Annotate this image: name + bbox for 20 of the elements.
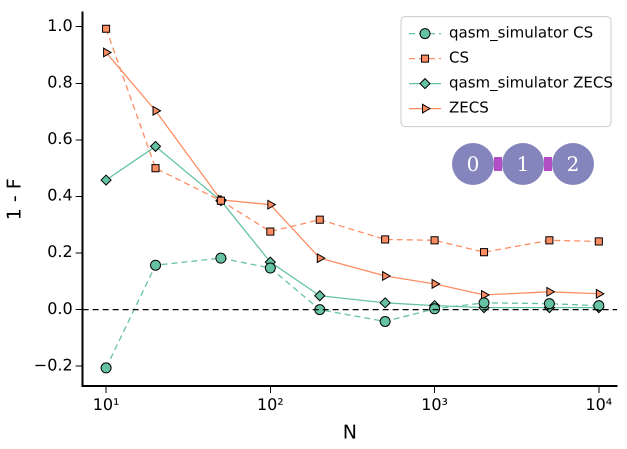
y-axis-title: 1 - F <box>3 178 26 220</box>
annotation: 1 <box>502 143 544 185</box>
y-tick-label: 0.0 <box>47 298 73 318</box>
x-tick-label: 10¹ <box>92 394 120 414</box>
y-tick-label: 0.6 <box>47 129 73 148</box>
x-tick-label: 10² <box>256 394 284 414</box>
y-tick-label: −0.2 <box>34 355 73 374</box>
x-tick-label: 10³ <box>421 394 448 414</box>
y-tick-label: 0.8 <box>47 72 73 92</box>
legend-label: CS <box>449 48 469 66</box>
x-tick-label: 10⁴ <box>585 394 612 414</box>
y-tick-label: 1.0 <box>47 16 73 35</box>
annotation: 2 <box>552 143 594 185</box>
legend-label: qasm_simulator ZECS <box>449 73 613 92</box>
legend-label: ZECS <box>449 98 489 116</box>
y-tick-label: 0.2 <box>47 242 73 262</box>
y-tick-label: 0.4 <box>47 186 73 205</box>
annotation: 0 <box>452 143 494 185</box>
legend-label: qasm_simulator CS <box>449 23 594 42</box>
x-axis-title: N <box>342 422 357 444</box>
